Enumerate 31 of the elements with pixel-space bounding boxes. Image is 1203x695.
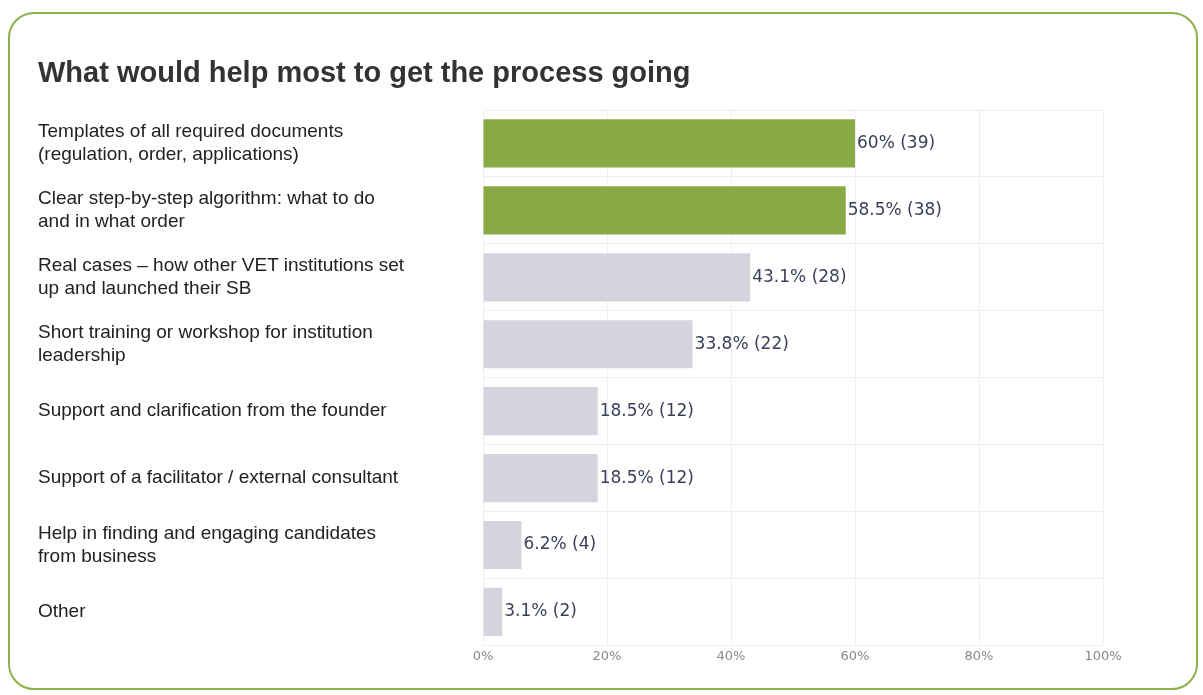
x-tick-label: 40% bbox=[716, 647, 746, 663]
y-tick-label: Short training or workshop for institution leadership bbox=[38, 321, 373, 365]
data-label: 43.1% (28) bbox=[752, 265, 847, 286]
bar bbox=[483, 320, 693, 369]
bar bbox=[483, 454, 598, 503]
y-tick-label: Support and clarification from the founder bbox=[38, 399, 388, 421]
y-tick-label: Support of a facilitator / external consultant bbox=[38, 466, 399, 488]
y-tick-label: Other bbox=[38, 600, 87, 622]
y-tick-label: Clear step-by-step algorithm: what to do and in what order bbox=[38, 187, 375, 232]
data-label: 33.8% (22) bbox=[694, 332, 789, 353]
bar bbox=[483, 520, 522, 570]
data-label: 58.5% (38) bbox=[847, 198, 943, 219]
x-tick-label: 20% bbox=[592, 647, 622, 663]
data-label: 18.5% (12) bbox=[599, 466, 695, 487]
data-label: 6.2% (4) bbox=[523, 533, 597, 554]
y-tick-label: Real cases – how other VET institutions set up and launched their SB bbox=[38, 254, 405, 298]
x-tick-label: 60% bbox=[840, 647, 870, 663]
bar bbox=[483, 253, 751, 302]
x-tick-label: 0% bbox=[472, 647, 494, 663]
data-label: 3.1% (2) bbox=[504, 600, 577, 621]
bar bbox=[483, 119, 855, 168]
bar bbox=[483, 587, 503, 637]
x-tick-label: 80% bbox=[964, 647, 994, 663]
y-tick-label: Help in finding and engaging candidates from business bbox=[38, 521, 377, 566]
chart-title: What would help most to get the process going bbox=[38, 56, 691, 89]
x-tick-label: 100% bbox=[1084, 647, 1122, 663]
data-label: 60% (39) bbox=[857, 131, 936, 152]
y-tick-label: Templates of all required documents (regulation, order, applications) bbox=[38, 120, 344, 165]
data-label: 18.5% (12) bbox=[599, 399, 695, 420]
bar bbox=[483, 387, 598, 436]
bar bbox=[483, 186, 846, 235]
